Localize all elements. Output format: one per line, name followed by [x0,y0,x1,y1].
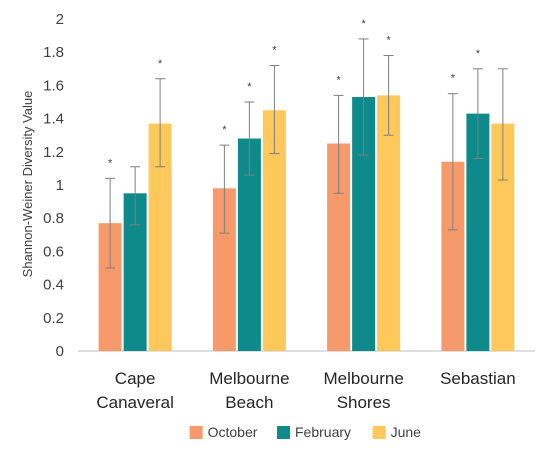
legend-swatch [372,426,386,439]
y-axis-title: Shannon-Weiner Diversity Value [20,91,35,278]
y-tick-label: 2 [56,11,64,28]
x-category-label: Melbourne [209,369,289,388]
bar [441,161,465,351]
plot-area: 0 0.2 0.4 0.6 0.8 1 1.2 1.4 1.6 1.8 2 * * Cape Canaver… [43,11,535,412]
significance-marker: * [108,157,113,169]
y-tick-label: 1 [56,177,64,194]
bar [212,188,236,351]
significance-marker: * [361,18,366,30]
significance-marker: * [386,35,391,47]
x-category-label: Beach [225,393,273,412]
legend: October February June [189,424,422,440]
legend-swatch [189,426,203,439]
y-tick-label: 0 [56,343,64,360]
legend-label: June [391,424,422,440]
bar [327,143,351,351]
x-category-label: Cape [115,369,156,388]
significance-marker: * [476,48,481,60]
y-tick-label: 1.8 [43,44,64,61]
significance-marker: * [272,44,277,56]
bar [377,95,401,351]
x-category-label: Shores [337,393,391,412]
bar [262,110,286,351]
y-tick-label: 0.8 [43,210,64,227]
legend-label: February [295,424,351,440]
bar [98,223,122,351]
significance-marker: * [222,124,227,136]
significance-marker: * [451,73,456,85]
y-tick-label: 0.6 [43,243,64,260]
bar [491,123,515,351]
y-tick-label: 0.2 [43,310,64,327]
y-tick-label: 1.6 [43,77,64,94]
significance-marker: * [158,58,163,70]
y-tick-label: 1.4 [43,111,64,128]
significance-marker: * [247,81,252,93]
bar [237,138,261,351]
x-category-label: Sebastian [440,369,516,388]
legend-label: October [208,424,258,440]
bar [466,113,490,352]
bar [352,97,376,352]
bar [123,193,147,351]
y-tick-label: 1.2 [43,144,64,161]
y-tick-label: 0.4 [43,277,64,294]
bar [148,123,172,351]
significance-marker: * [336,74,341,86]
legend-swatch [277,426,290,439]
x-category-label: Melbourne [323,369,403,388]
x-category-label: Canaveral [96,393,174,412]
